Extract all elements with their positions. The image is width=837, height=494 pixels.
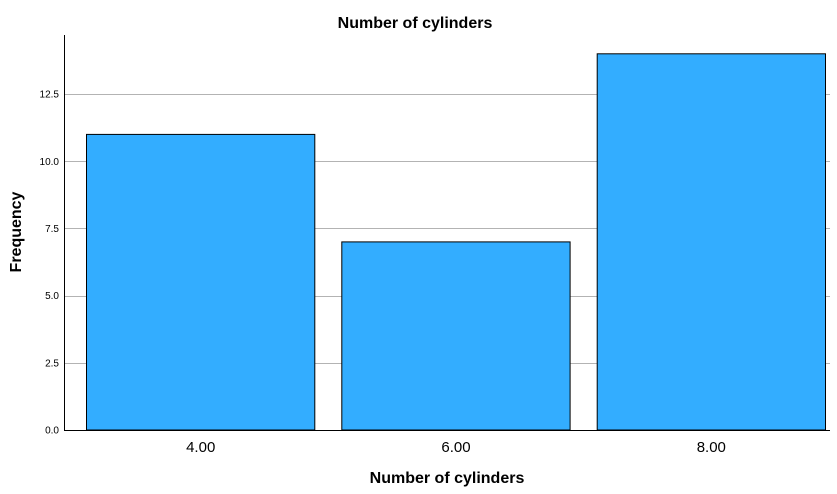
bars [86,53,827,431]
x-axis-title: Number of cylinders [370,470,525,487]
bar [86,133,316,431]
bar [341,241,571,431]
x-tick-label: 8.00 [697,439,726,456]
x-tick-labels: 4.00 6.00 8.00 [186,439,726,456]
y-tick-label: 7.5 [45,224,59,235]
y-tick-label: 2.5 [45,358,59,369]
y-tick-label: 5.0 [45,291,59,302]
y-tick-labels: 0.0 2.5 5.0 7.5 10.0 12.5 [40,90,60,437]
x-tick-label: 4.00 [186,439,215,456]
x-tick-label: 6.00 [441,439,470,456]
bar [596,53,827,431]
y-tick-label: 12.5 [40,90,60,101]
y-tick-label: 0.0 [45,426,59,437]
axes [64,35,830,431]
chart-title: Number of cylinders [338,15,493,32]
y-axis-title: Frequency [8,191,25,272]
y-tick-label: 10.0 [40,157,60,168]
